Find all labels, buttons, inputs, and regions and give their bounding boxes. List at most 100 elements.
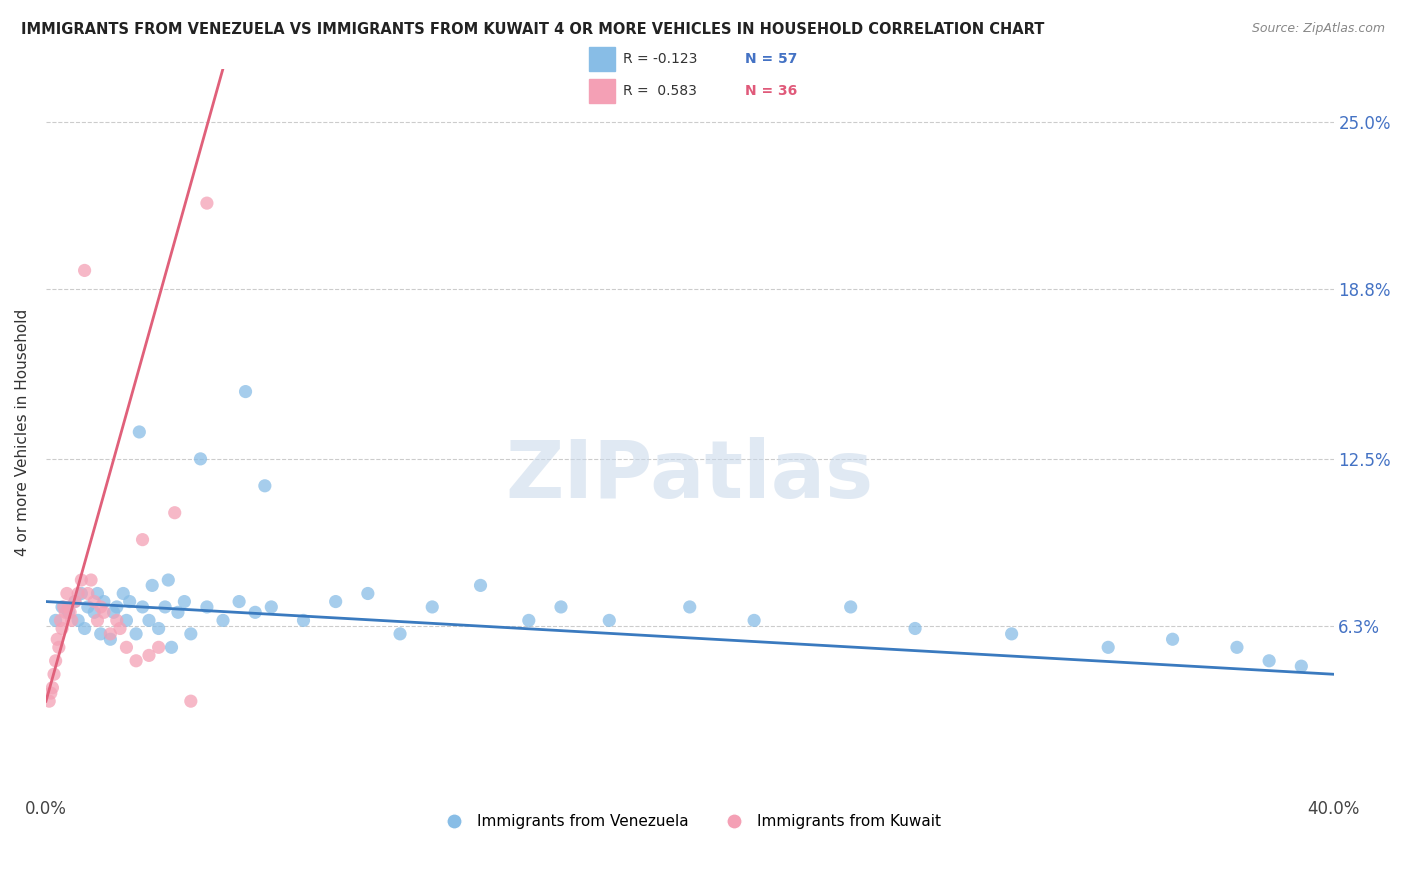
Point	[125, 654, 148, 668]
Point	[195, 599, 218, 614]
Point	[160, 640, 183, 655]
Point	[173, 594, 195, 608]
Point	[1161, 632, 1184, 647]
Point	[108, 622, 131, 636]
Point	[904, 622, 927, 636]
Point	[141, 578, 163, 592]
Point	[292, 614, 315, 628]
Point	[45, 614, 67, 628]
Point	[153, 599, 176, 614]
Point	[73, 622, 96, 636]
Point	[41, 681, 63, 695]
Point	[45, 654, 67, 668]
Point	[60, 614, 83, 628]
Point	[138, 614, 160, 628]
Point	[56, 586, 79, 600]
Point	[98, 627, 121, 641]
Text: N = 57: N = 57	[745, 52, 797, 66]
Point	[42, 667, 65, 681]
Point	[1226, 640, 1249, 655]
Point	[1097, 640, 1119, 655]
Point	[839, 599, 862, 614]
Point	[112, 586, 135, 600]
Point	[125, 627, 148, 641]
Text: ZIPatlas: ZIPatlas	[506, 436, 875, 515]
Point	[180, 627, 202, 641]
Text: Source: ZipAtlas.com: Source: ZipAtlas.com	[1251, 22, 1385, 36]
Point	[742, 614, 765, 628]
Text: IMMIGRANTS FROM VENEZUELA VS IMMIGRANTS FROM KUWAIT 4 OR MORE VEHICLES IN HOUSEH: IMMIGRANTS FROM VENEZUELA VS IMMIGRANTS …	[21, 22, 1045, 37]
Text: R =  0.583: R = 0.583	[623, 84, 696, 98]
Point	[389, 627, 412, 641]
Point	[245, 605, 267, 619]
Point	[93, 605, 115, 619]
Point	[51, 622, 73, 636]
Point	[128, 425, 150, 439]
Point	[80, 573, 103, 587]
Point	[195, 196, 218, 211]
Legend: Immigrants from Venezuela, Immigrants from Kuwait: Immigrants from Venezuela, Immigrants fr…	[433, 808, 948, 835]
Point	[105, 599, 128, 614]
Point	[598, 614, 620, 628]
Point	[103, 605, 125, 619]
Point	[105, 614, 128, 628]
Point	[357, 586, 380, 600]
Point	[1291, 659, 1313, 673]
Point	[83, 605, 105, 619]
Point	[86, 586, 108, 600]
Point	[228, 594, 250, 608]
Point	[49, 614, 72, 628]
Point	[180, 694, 202, 708]
Point	[420, 599, 443, 614]
Point	[70, 573, 93, 587]
Point	[235, 384, 257, 399]
Point	[46, 632, 69, 647]
Point	[157, 573, 180, 587]
Point	[1258, 654, 1281, 668]
Point	[53, 605, 76, 619]
Point	[63, 594, 86, 608]
Point	[98, 632, 121, 647]
Point	[39, 686, 62, 700]
Point	[148, 640, 170, 655]
Point	[163, 506, 186, 520]
Point	[115, 640, 138, 655]
Point	[67, 586, 90, 600]
Point	[93, 594, 115, 608]
Point	[58, 599, 80, 614]
Point	[550, 599, 572, 614]
Point	[52, 599, 75, 614]
Point	[76, 586, 98, 600]
Point	[59, 605, 82, 619]
Point	[73, 263, 96, 277]
Point	[138, 648, 160, 663]
Point	[90, 599, 112, 614]
Point	[83, 594, 105, 608]
Point	[167, 605, 190, 619]
Point	[131, 599, 153, 614]
Point	[48, 640, 70, 655]
Point	[190, 451, 212, 466]
Point	[679, 599, 702, 614]
Point	[90, 627, 112, 641]
Point	[70, 586, 93, 600]
Point	[325, 594, 347, 608]
Point	[118, 594, 141, 608]
Y-axis label: 4 or more Vehicles in Household: 4 or more Vehicles in Household	[15, 309, 30, 556]
Point	[148, 622, 170, 636]
Point	[63, 594, 86, 608]
Point	[86, 614, 108, 628]
Point	[253, 479, 276, 493]
Point	[212, 614, 235, 628]
Text: N = 36: N = 36	[745, 84, 797, 98]
Point	[51, 599, 73, 614]
Bar	[589, 47, 614, 70]
Point	[76, 599, 98, 614]
Point	[1001, 627, 1024, 641]
Point	[470, 578, 492, 592]
Point	[517, 614, 540, 628]
Point	[131, 533, 153, 547]
Point	[58, 605, 80, 619]
Point	[115, 614, 138, 628]
Point	[38, 694, 60, 708]
